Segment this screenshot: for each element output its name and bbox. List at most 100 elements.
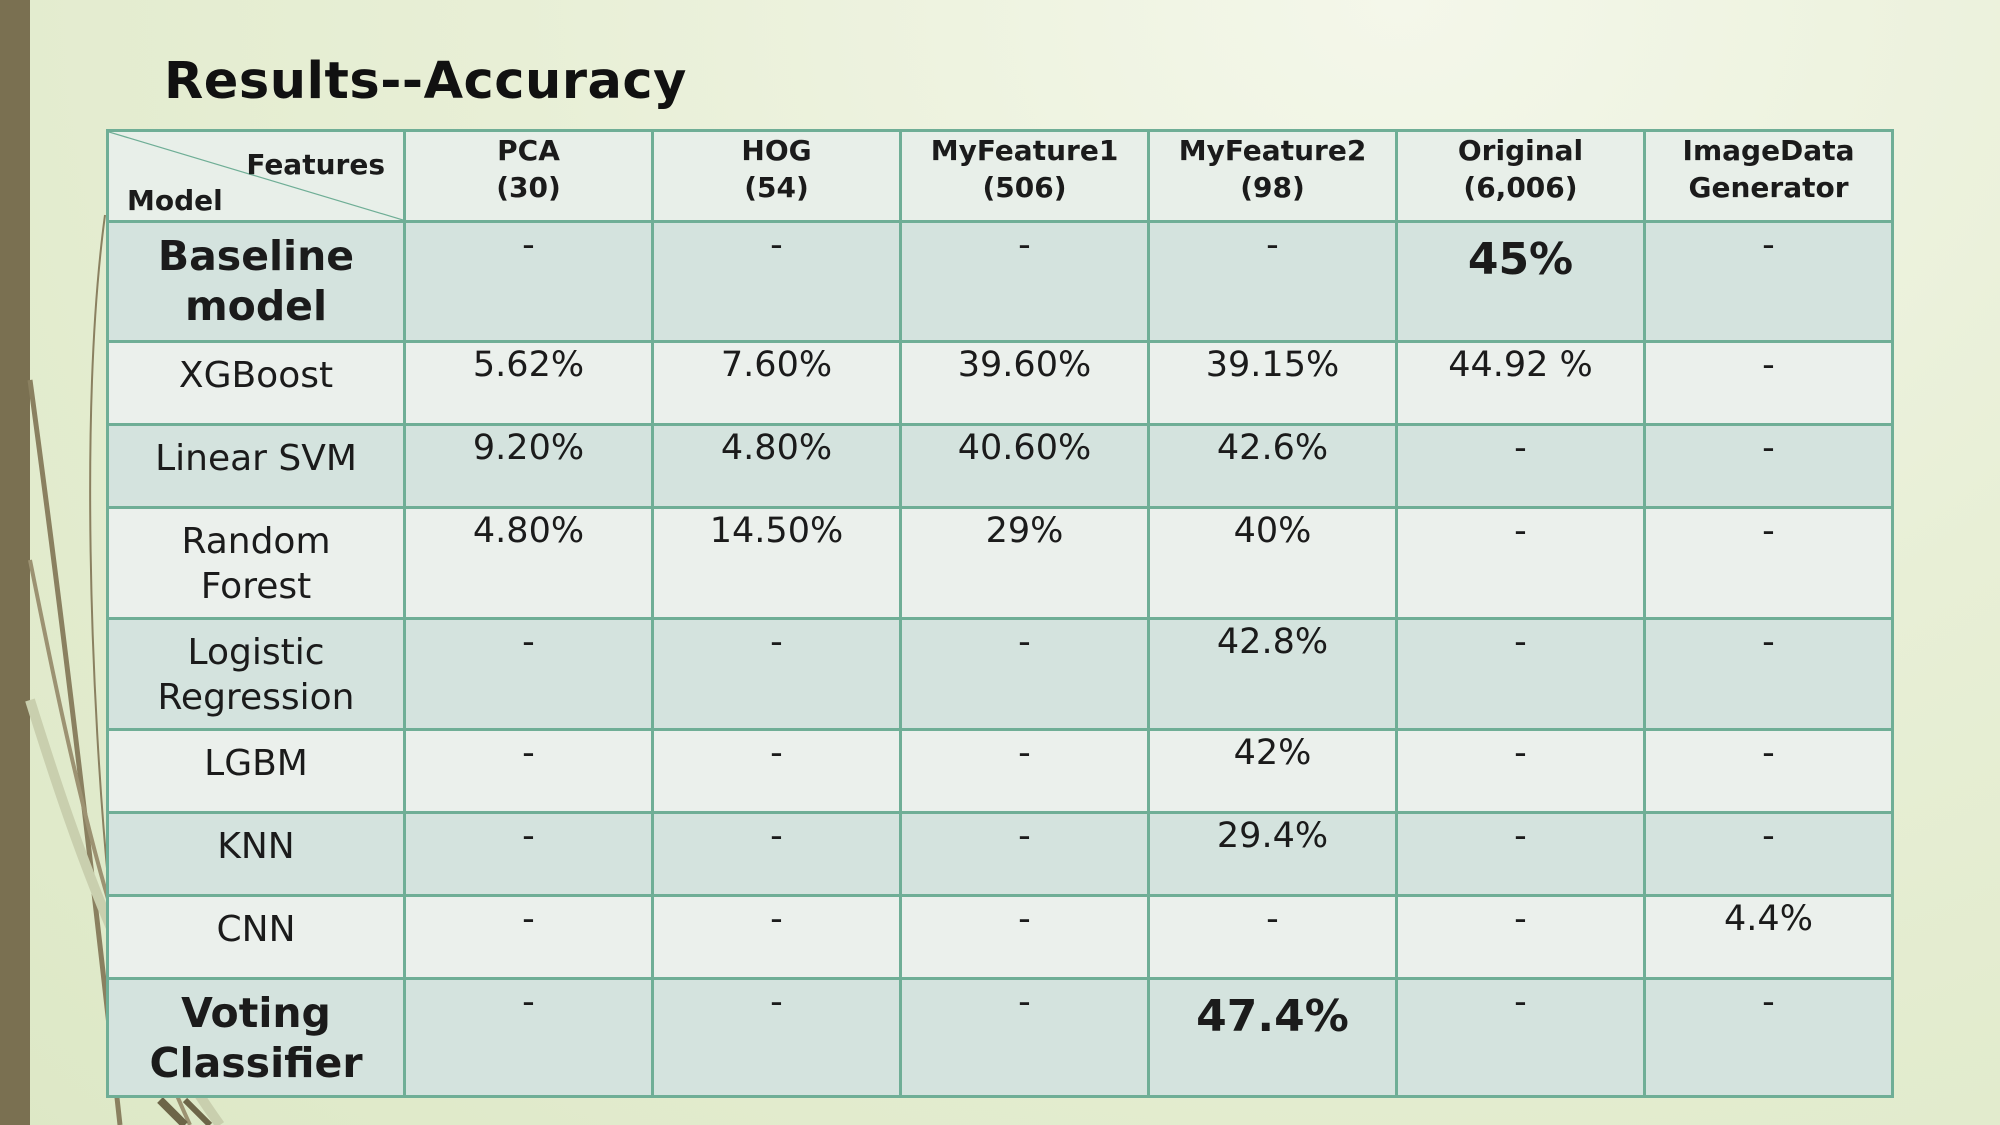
model-name-line1: LGBM	[204, 743, 308, 784]
accuracy-cell: -	[403, 728, 654, 814]
accuracy-cell: 29%	[899, 506, 1150, 620]
diagonal-divider	[109, 132, 403, 220]
slide-title: Results--Accuracy	[164, 52, 687, 111]
accuracy-cell: 7.60%	[651, 340, 902, 426]
model-name-cell: Baseline model	[106, 220, 406, 343]
column-header: MyFeature2 (98)	[1147, 129, 1398, 223]
model-name-cell: LGBM	[106, 728, 406, 814]
accuracy-cell: -	[403, 220, 654, 343]
accuracy-cell: -	[1643, 811, 1894, 897]
table-row: Voting Classifier - - -47.4% - -	[106, 977, 1894, 1098]
table-row: Linear SVM 9.20% 4.80% 40.60% 42.6% - -	[106, 423, 1894, 509]
corner-features-label: Features	[246, 148, 385, 181]
model-name-cell: Linear SVM	[106, 423, 406, 509]
column-header-line2: (54)	[744, 171, 809, 204]
accuracy-cell: -	[651, 977, 902, 1098]
accuracy-cell: -	[1643, 340, 1894, 426]
accuracy-cell: -	[403, 617, 654, 731]
accuracy-cell: -	[899, 728, 1150, 814]
table-row: KNN - - -29.4% - -	[106, 811, 1894, 897]
accuracy-cell: 39.15%	[1147, 340, 1398, 426]
model-name-line2: Regression	[157, 677, 355, 718]
accuracy-cell: 40%	[1147, 506, 1398, 620]
accuracy-cell: -	[1395, 617, 1646, 731]
accuracy-cell: 4.4%	[1643, 894, 1894, 980]
model-name-cell: CNN	[106, 894, 406, 980]
model-name-line2: model	[184, 282, 328, 330]
accuracy-cell: -	[1643, 506, 1894, 620]
accuracy-cell: -	[651, 617, 902, 731]
accuracy-cell: -	[899, 811, 1150, 897]
model-name-cell: Random Forest	[106, 506, 406, 620]
accuracy-cell: 40.60%	[899, 423, 1150, 509]
column-header-line2: (6,006)	[1463, 171, 1578, 204]
accuracy-cell: -	[403, 977, 654, 1098]
column-header-line2: (30)	[496, 171, 561, 204]
column-header-line2: (98)	[1240, 171, 1305, 204]
accuracy-cell: -	[1395, 506, 1646, 620]
accuracy-cell: 45%	[1395, 220, 1646, 343]
accuracy-cell: 4.80%	[651, 423, 902, 509]
left-accent-bar	[0, 0, 30, 1125]
accuracy-cell: -	[1643, 728, 1894, 814]
accuracy-cell: -	[651, 894, 902, 980]
accuracy-cell: 42%	[1147, 728, 1398, 814]
model-name-line2: Forest	[200, 566, 312, 607]
model-name-line1: CNN	[216, 909, 296, 950]
accuracy-cell: -	[1147, 894, 1398, 980]
model-name-line1: KNN	[217, 826, 295, 867]
header-row: Features Model PCA (30) HOG (54) MyFeature1 (…	[106, 129, 1894, 223]
accuracy-cell: 47.4%	[1147, 977, 1398, 1098]
accuracy-cell: -	[1643, 977, 1894, 1098]
accuracy-cell: -	[899, 977, 1150, 1098]
accuracy-cell: -	[1395, 811, 1646, 897]
model-name-line1: Logistic	[187, 632, 325, 673]
accuracy-cell: -	[1395, 728, 1646, 814]
model-name-cell: KNN	[106, 811, 406, 897]
accuracy-cell: -	[1643, 617, 1894, 731]
accuracy-cell: -	[651, 728, 902, 814]
accuracy-cell: 42.6%	[1147, 423, 1398, 509]
column-header-line2: (506)	[982, 171, 1067, 204]
column-header-line1: HOG	[741, 134, 812, 167]
table-row: Baseline model - - - -45% -	[106, 220, 1894, 343]
model-name-line2: Classifier	[149, 1039, 363, 1087]
column-header: HOG (54)	[651, 129, 902, 223]
column-header-line1: PCA	[497, 134, 560, 167]
accuracy-cell: 29.4%	[1147, 811, 1398, 897]
column-header-line1: MyFeature2	[1178, 134, 1367, 167]
accuracy-cell: -	[1395, 977, 1646, 1098]
column-header-line1: MyFeature1	[930, 134, 1119, 167]
model-name-line1: Voting	[181, 989, 331, 1037]
accuracy-cell: 42.8%	[1147, 617, 1398, 731]
model-name-cell: Voting Classifier	[106, 977, 406, 1098]
column-header-line1: ImageData	[1682, 134, 1855, 167]
model-name-line1: XGBoost	[178, 355, 334, 396]
table-row: XGBoost 5.62% 7.60% 39.60% 39.15% 44.92 % -	[106, 340, 1894, 426]
accuracy-cell: 44.92 %	[1395, 340, 1646, 426]
accuracy-cell: 14.50%	[651, 506, 902, 620]
accuracy-cell: -	[1395, 423, 1646, 509]
accuracy-cell: 9.20%	[403, 423, 654, 509]
model-name-line1: Random	[181, 521, 331, 562]
accuracy-cell: -	[651, 220, 902, 343]
accuracy-cell: -	[1395, 894, 1646, 980]
corner-model-label: Model	[127, 184, 223, 217]
accuracy-cell: -	[651, 811, 902, 897]
column-header-line2: Generator	[1688, 171, 1849, 204]
column-header: Original (6,006)	[1395, 129, 1646, 223]
accuracy-cell: -	[899, 894, 1150, 980]
accuracy-cell: -	[1643, 423, 1894, 509]
corner-header-cell: Features Model	[106, 129, 406, 223]
model-name-cell: XGBoost	[106, 340, 406, 426]
model-name-cell: Logistic Regression	[106, 617, 406, 731]
accuracy-cell: -	[403, 894, 654, 980]
accuracy-cell: 39.60%	[899, 340, 1150, 426]
accuracy-cell: 5.62%	[403, 340, 654, 426]
model-name-line1: Baseline	[157, 232, 355, 280]
column-header: PCA (30)	[403, 129, 654, 223]
table-row: CNN - - - - -4.4%	[106, 894, 1894, 980]
column-header: ImageData Generator	[1643, 129, 1894, 223]
accuracy-cell: -	[403, 811, 654, 897]
column-header-line1: Original	[1457, 134, 1584, 167]
